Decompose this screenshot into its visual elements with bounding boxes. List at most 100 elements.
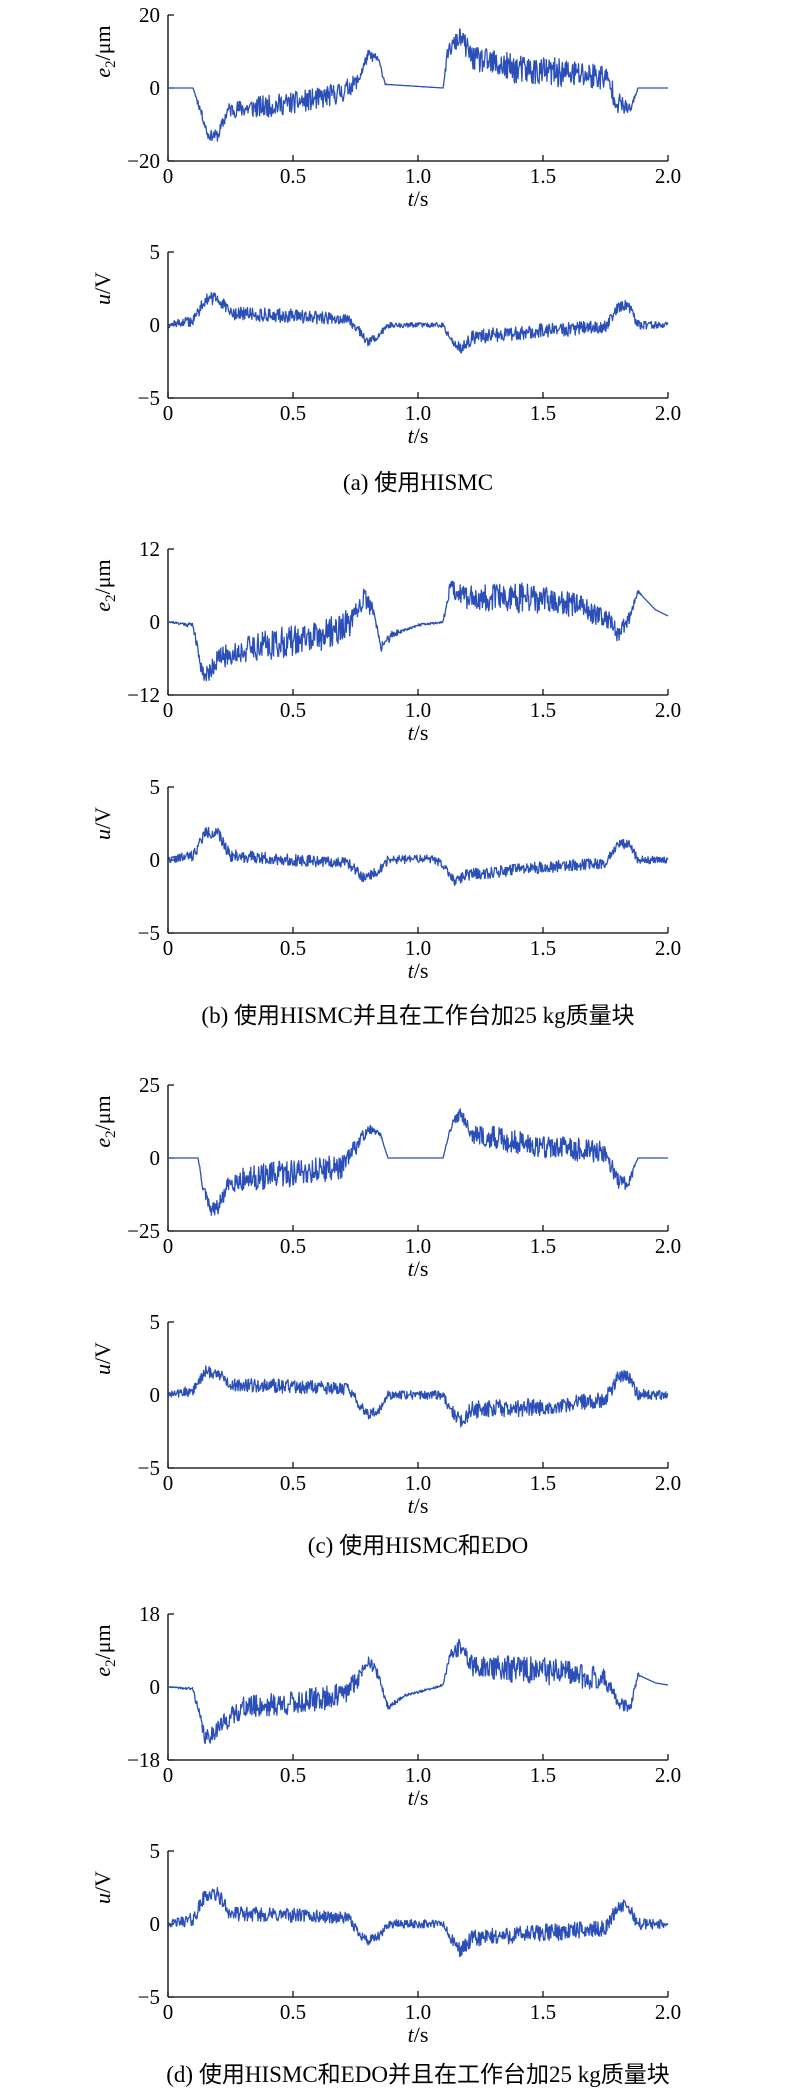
y-axis-label: u/V [90, 807, 115, 840]
y-tick-label: −12 [127, 683, 160, 707]
y-axis-label: u/V [90, 1342, 115, 1375]
subplot-b-bottom: 0 0.5 1.0 1.5 2.050−5u/Vt/s [90, 775, 681, 983]
x-tick-label: 1.0 [405, 698, 431, 722]
y-tick-label: −5 [138, 921, 160, 945]
y-axis-label: e2/μm [90, 1095, 119, 1147]
x-tick-label: 0 [163, 401, 174, 425]
caption-d: (d) 使用HISMC和EDO并且在工作台加25 kg质量块 [166, 2062, 669, 2087]
caption-c: (c) 使用HISMC和EDO [308, 1533, 528, 1558]
x-tick-label: 1.5 [530, 401, 556, 425]
x-tick-label: 2.0 [655, 164, 681, 188]
x-axis-label: t/s [408, 1785, 429, 1810]
series-line [167, 826, 669, 886]
x-tick-label: 0.5 [280, 164, 306, 188]
x-tick-label: 1.5 [530, 164, 556, 188]
y-tick-label: 25 [139, 1073, 160, 1097]
y-tick-label: −18 [127, 1748, 160, 1772]
y-tick-label: −5 [138, 1456, 160, 1480]
y-tick-label: 5 [150, 775, 161, 799]
y-tick-label: 0 [150, 76, 161, 100]
x-tick-label: 0.5 [280, 1471, 306, 1495]
x-tick-label: 1.5 [530, 1763, 556, 1787]
x-tick-label: 0.5 [280, 936, 306, 960]
x-axis-label: t/s [408, 423, 429, 448]
x-tick-label: 2.0 [655, 1471, 681, 1495]
y-tick-label: −20 [127, 149, 160, 173]
series-line [167, 1638, 669, 1744]
y-axis-label: u/V [90, 1871, 115, 1904]
x-tick-label: 0.5 [280, 1234, 306, 1258]
x-tick-label: 0 [163, 164, 174, 188]
subplot-d-bottom: 0 0.5 1.0 1.5 2.050−5u/Vt/s [90, 1839, 681, 2047]
y-axis-label: u/V [90, 272, 115, 305]
x-axis-label: t/s [408, 186, 429, 211]
x-tick-label: 0.5 [280, 401, 306, 425]
x-tick-label: 1.5 [530, 936, 556, 960]
x-tick-label: 1.0 [405, 1234, 431, 1258]
x-tick-label: 2.0 [655, 2000, 681, 2024]
x-tick-label: 1.0 [405, 401, 431, 425]
y-tick-label: 12 [139, 537, 160, 561]
x-axis-label: t/s [408, 1493, 429, 1518]
y-tick-label: 18 [139, 1602, 160, 1626]
y-tick-label: 0 [150, 1146, 161, 1170]
y-tick-label: 0 [150, 1912, 161, 1936]
x-axis-label: t/s [408, 2022, 429, 2047]
x-tick-label: 2.0 [655, 401, 681, 425]
y-tick-label: 0 [150, 313, 161, 337]
x-tick-label: 0.5 [280, 698, 306, 722]
y-tick-label: −25 [127, 1219, 160, 1243]
x-tick-label: 0 [163, 936, 174, 960]
x-axis-label: t/s [408, 720, 429, 745]
y-axis-label: e2/μm [90, 559, 119, 611]
x-tick-label: 1.5 [530, 1234, 556, 1258]
x-tick-label: 1.0 [405, 164, 431, 188]
x-tick-label: 1.0 [405, 936, 431, 960]
x-tick-label: 2.0 [655, 1234, 681, 1258]
y-tick-label: −5 [138, 1985, 160, 2009]
x-tick-label: 1.5 [530, 698, 556, 722]
x-tick-label: 1.0 [405, 1471, 431, 1495]
y-tick-label: 5 [150, 1839, 161, 1863]
y-tick-label: 0 [150, 610, 161, 634]
series-line [167, 1887, 669, 1958]
caption-a: (a) 使用HISMC [343, 470, 493, 495]
subplot-a-bottom: 0 0.5 1.0 1.5 2.050−5u/Vt/s [90, 240, 681, 448]
y-tick-label: 5 [150, 240, 161, 264]
series-line [167, 1108, 669, 1216]
caption-b: (b) 使用HISMC并且在工作台加25 kg质量块 [201, 1003, 634, 1028]
y-tick-label: 5 [150, 1310, 161, 1334]
series-line [167, 292, 669, 354]
x-tick-label: 2.0 [655, 1763, 681, 1787]
subplot-c-bottom: 0 0.5 1.0 1.5 2.050−5u/Vt/s [90, 1310, 681, 1518]
x-tick-label: 2.0 [655, 698, 681, 722]
y-tick-label: 0 [150, 1675, 161, 1699]
y-axis-label: e2/μm [90, 1624, 119, 1676]
x-tick-label: 0.5 [280, 1763, 306, 1787]
y-tick-label: 0 [150, 848, 161, 872]
y-tick-label: 0 [150, 1383, 161, 1407]
x-tick-label: 1.5 [530, 1471, 556, 1495]
series-line [167, 580, 669, 682]
x-tick-label: 1.5 [530, 2000, 556, 2024]
x-tick-label: 2.0 [655, 936, 681, 960]
x-tick-label: 0 [163, 1234, 174, 1258]
x-tick-label: 1.0 [405, 2000, 431, 2024]
x-tick-label: 0 [163, 1471, 174, 1495]
x-tick-label: 0 [163, 1763, 174, 1787]
y-axis-label: e2/μm [90, 25, 119, 77]
x-tick-label: 0 [163, 698, 174, 722]
series-line [167, 28, 669, 142]
x-axis-label: t/s [408, 1256, 429, 1281]
y-tick-label: 20 [139, 3, 160, 27]
x-axis-label: t/s [408, 958, 429, 983]
x-tick-label: 0 [163, 2000, 174, 2024]
x-tick-label: 0.5 [280, 2000, 306, 2024]
x-tick-label: 1.0 [405, 1763, 431, 1787]
series-line [167, 1365, 669, 1428]
y-tick-label: −5 [138, 386, 160, 410]
